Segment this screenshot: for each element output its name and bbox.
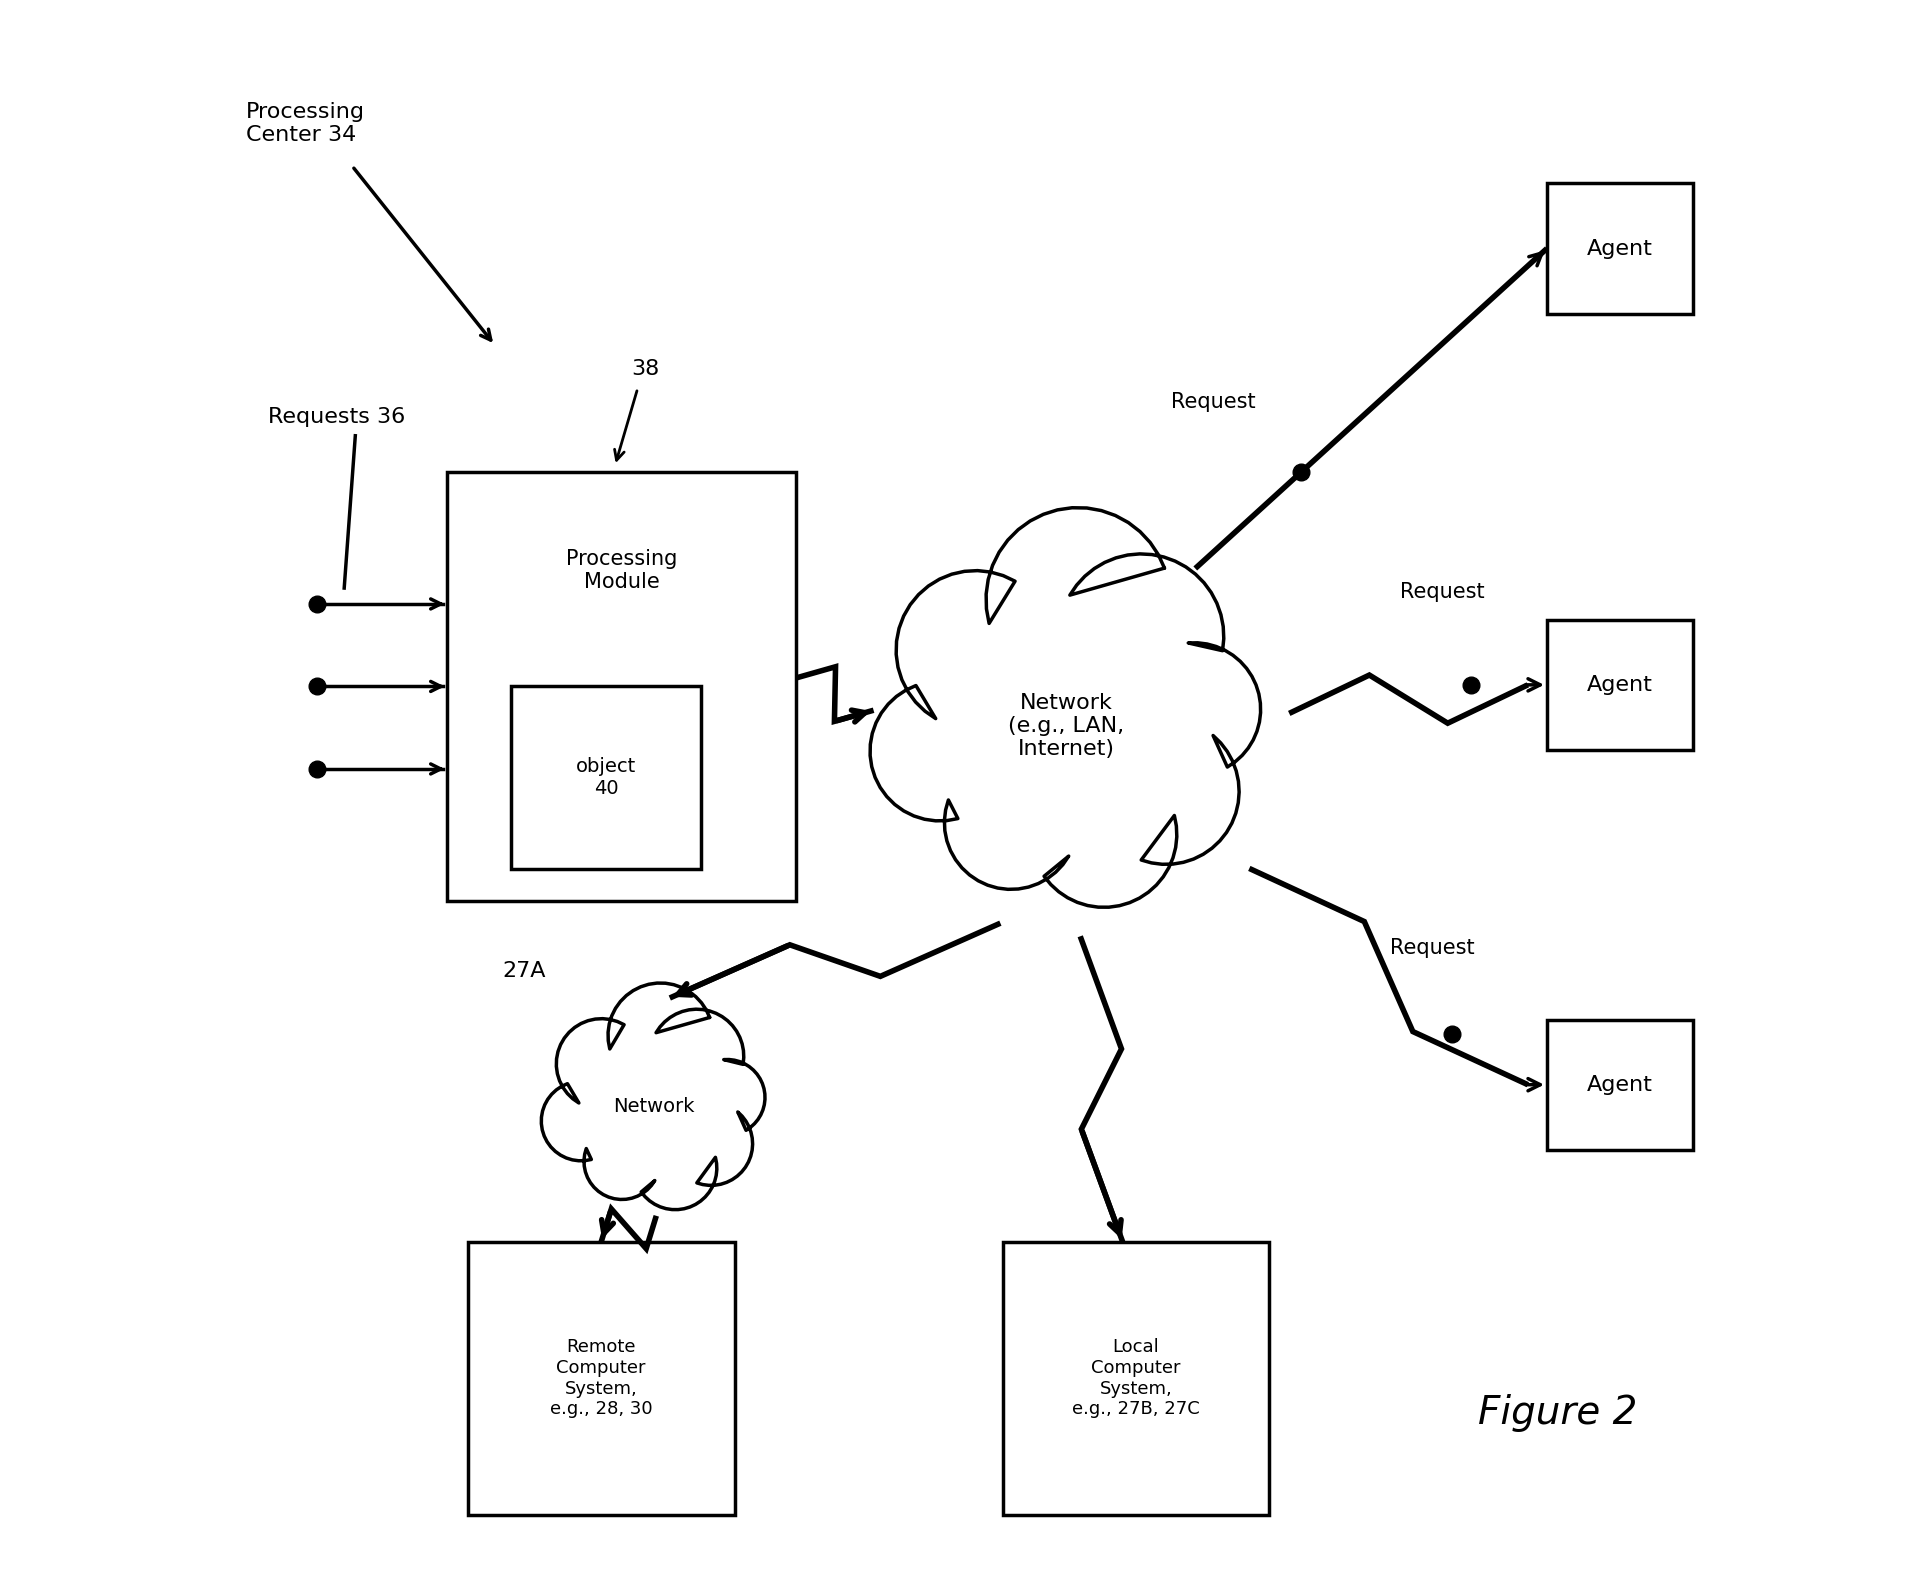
Text: Request: Request (1391, 938, 1475, 957)
Text: object
40: object 40 (576, 758, 636, 798)
Text: Network: Network (612, 1097, 695, 1116)
Text: Request: Request (1400, 582, 1485, 603)
Text: Remote
Computer
System,
e.g., 28, 30: Remote Computer System, e.g., 28, 30 (551, 1338, 653, 1418)
Bar (1547, 620, 1693, 750)
Text: 38: 38 (632, 359, 661, 380)
Bar (1003, 1243, 1269, 1515)
Bar (1547, 1019, 1693, 1150)
Text: Requests 36: Requests 36 (268, 407, 404, 427)
Text: Agent: Agent (1587, 675, 1653, 695)
Text: Agent: Agent (1587, 1075, 1653, 1094)
Text: Processing
Module: Processing Module (566, 549, 678, 592)
Bar (510, 686, 701, 869)
Text: Request: Request (1171, 392, 1256, 412)
Text: Figure 2: Figure 2 (1479, 1394, 1637, 1432)
Text: 27A: 27A (503, 960, 545, 981)
Bar (447, 472, 795, 901)
Text: Processing
Center 34: Processing Center 34 (247, 102, 364, 145)
Text: Agent: Agent (1587, 239, 1653, 258)
Polygon shape (541, 983, 765, 1209)
Polygon shape (871, 507, 1262, 908)
Bar (468, 1243, 734, 1515)
Text: Network
(e.g., LAN,
Internet): Network (e.g., LAN, Internet) (1007, 692, 1125, 759)
Text: Local
Computer
System,
e.g., 27B, 27C: Local Computer System, e.g., 27B, 27C (1073, 1338, 1200, 1418)
Bar (1547, 183, 1693, 314)
